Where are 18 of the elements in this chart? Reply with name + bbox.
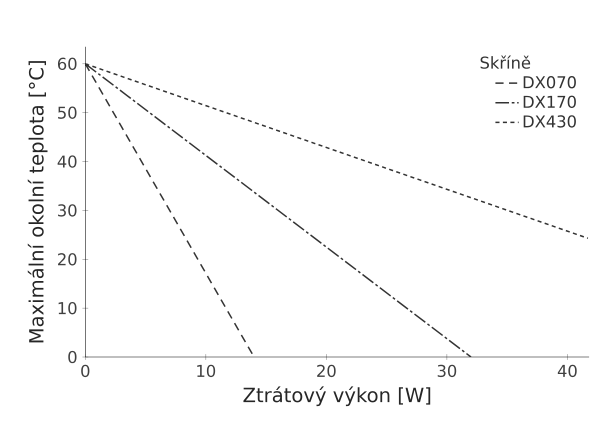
y-axis-title: Maximální okolní teplota [°C]	[28, 60, 48, 342]
legend-title: Skříně	[480, 55, 530, 69]
y-tick-label: 40	[58, 155, 77, 168]
y-tick-label: 10	[58, 302, 77, 314]
x-tick-label: 30	[438, 364, 456, 377]
legend-label: DX070	[524, 76, 576, 88]
y-tick-label: 50	[58, 106, 77, 119]
x-tick-label: 0	[81, 364, 90, 377]
x-tick-label: 40	[558, 364, 577, 377]
y-tick-label: 20	[58, 252, 77, 266]
legend-label: DX170	[524, 96, 576, 108]
y-tick-label: 30	[58, 204, 77, 216]
y-tick-label: 0	[68, 350, 77, 364]
legend-label: DX430	[524, 115, 576, 128]
x-tick-label: 10	[197, 364, 216, 377]
x-tick-label: 20	[317, 364, 336, 377]
y-tick-label: 60	[58, 57, 77, 70]
x-axis-title: Ztrátový výkon [W]	[243, 386, 430, 406]
